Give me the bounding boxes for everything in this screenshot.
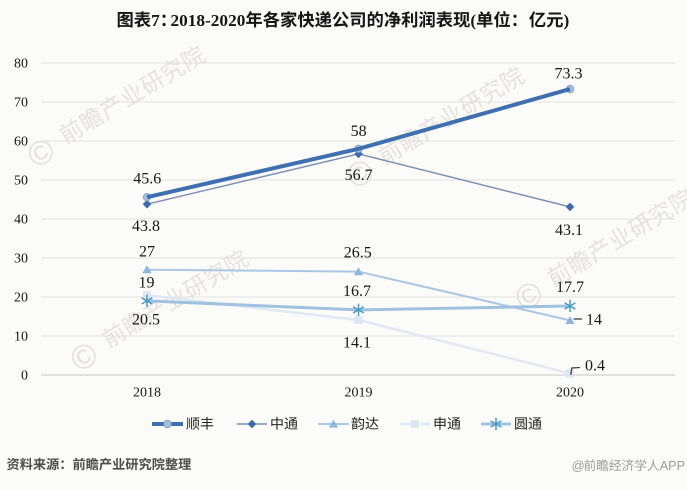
svg-text:45.6: 45.6 bbox=[133, 171, 161, 188]
svg-text:73.3: 73.3 bbox=[555, 66, 583, 83]
svg-text:14: 14 bbox=[586, 312, 602, 329]
svg-text:2018-2020: 2018-2020 bbox=[170, 11, 245, 30]
svg-text:56.7: 56.7 bbox=[345, 167, 373, 184]
svg-text:2019: 2019 bbox=[345, 386, 373, 401]
svg-text:43.8: 43.8 bbox=[132, 218, 160, 235]
svg-text:58: 58 bbox=[351, 123, 367, 140]
svg-text:0: 0 bbox=[21, 369, 28, 384]
svg-text:@: @ bbox=[572, 458, 585, 473]
svg-text:30: 30 bbox=[14, 252, 28, 267]
svg-text:43.1: 43.1 bbox=[555, 222, 583, 239]
svg-text:14.1: 14.1 bbox=[343, 335, 371, 352]
svg-text:(: ( bbox=[470, 11, 476, 30]
svg-text:27: 27 bbox=[139, 244, 155, 261]
svg-text:2018: 2018 bbox=[133, 386, 161, 401]
svg-text:20.5: 20.5 bbox=[132, 312, 160, 329]
svg-text:40: 40 bbox=[14, 213, 28, 228]
svg-text:70: 70 bbox=[14, 96, 28, 111]
svg-text:26.5: 26.5 bbox=[344, 245, 372, 262]
svg-text:0.4: 0.4 bbox=[585, 358, 605, 375]
svg-text:APP: APP bbox=[660, 459, 685, 473]
svg-text:80: 80 bbox=[14, 57, 28, 72]
svg-text:10: 10 bbox=[14, 330, 28, 345]
svg-text:50: 50 bbox=[14, 174, 28, 189]
svg-text:17.7: 17.7 bbox=[556, 279, 584, 296]
svg-text:7: 7 bbox=[151, 11, 160, 30]
svg-text:19: 19 bbox=[139, 275, 155, 292]
svg-text:2020: 2020 bbox=[556, 386, 584, 401]
svg-text:): ) bbox=[563, 11, 569, 30]
svg-text:60: 60 bbox=[14, 135, 28, 150]
svg-text:20: 20 bbox=[14, 291, 28, 306]
svg-text:16.7: 16.7 bbox=[343, 283, 371, 300]
